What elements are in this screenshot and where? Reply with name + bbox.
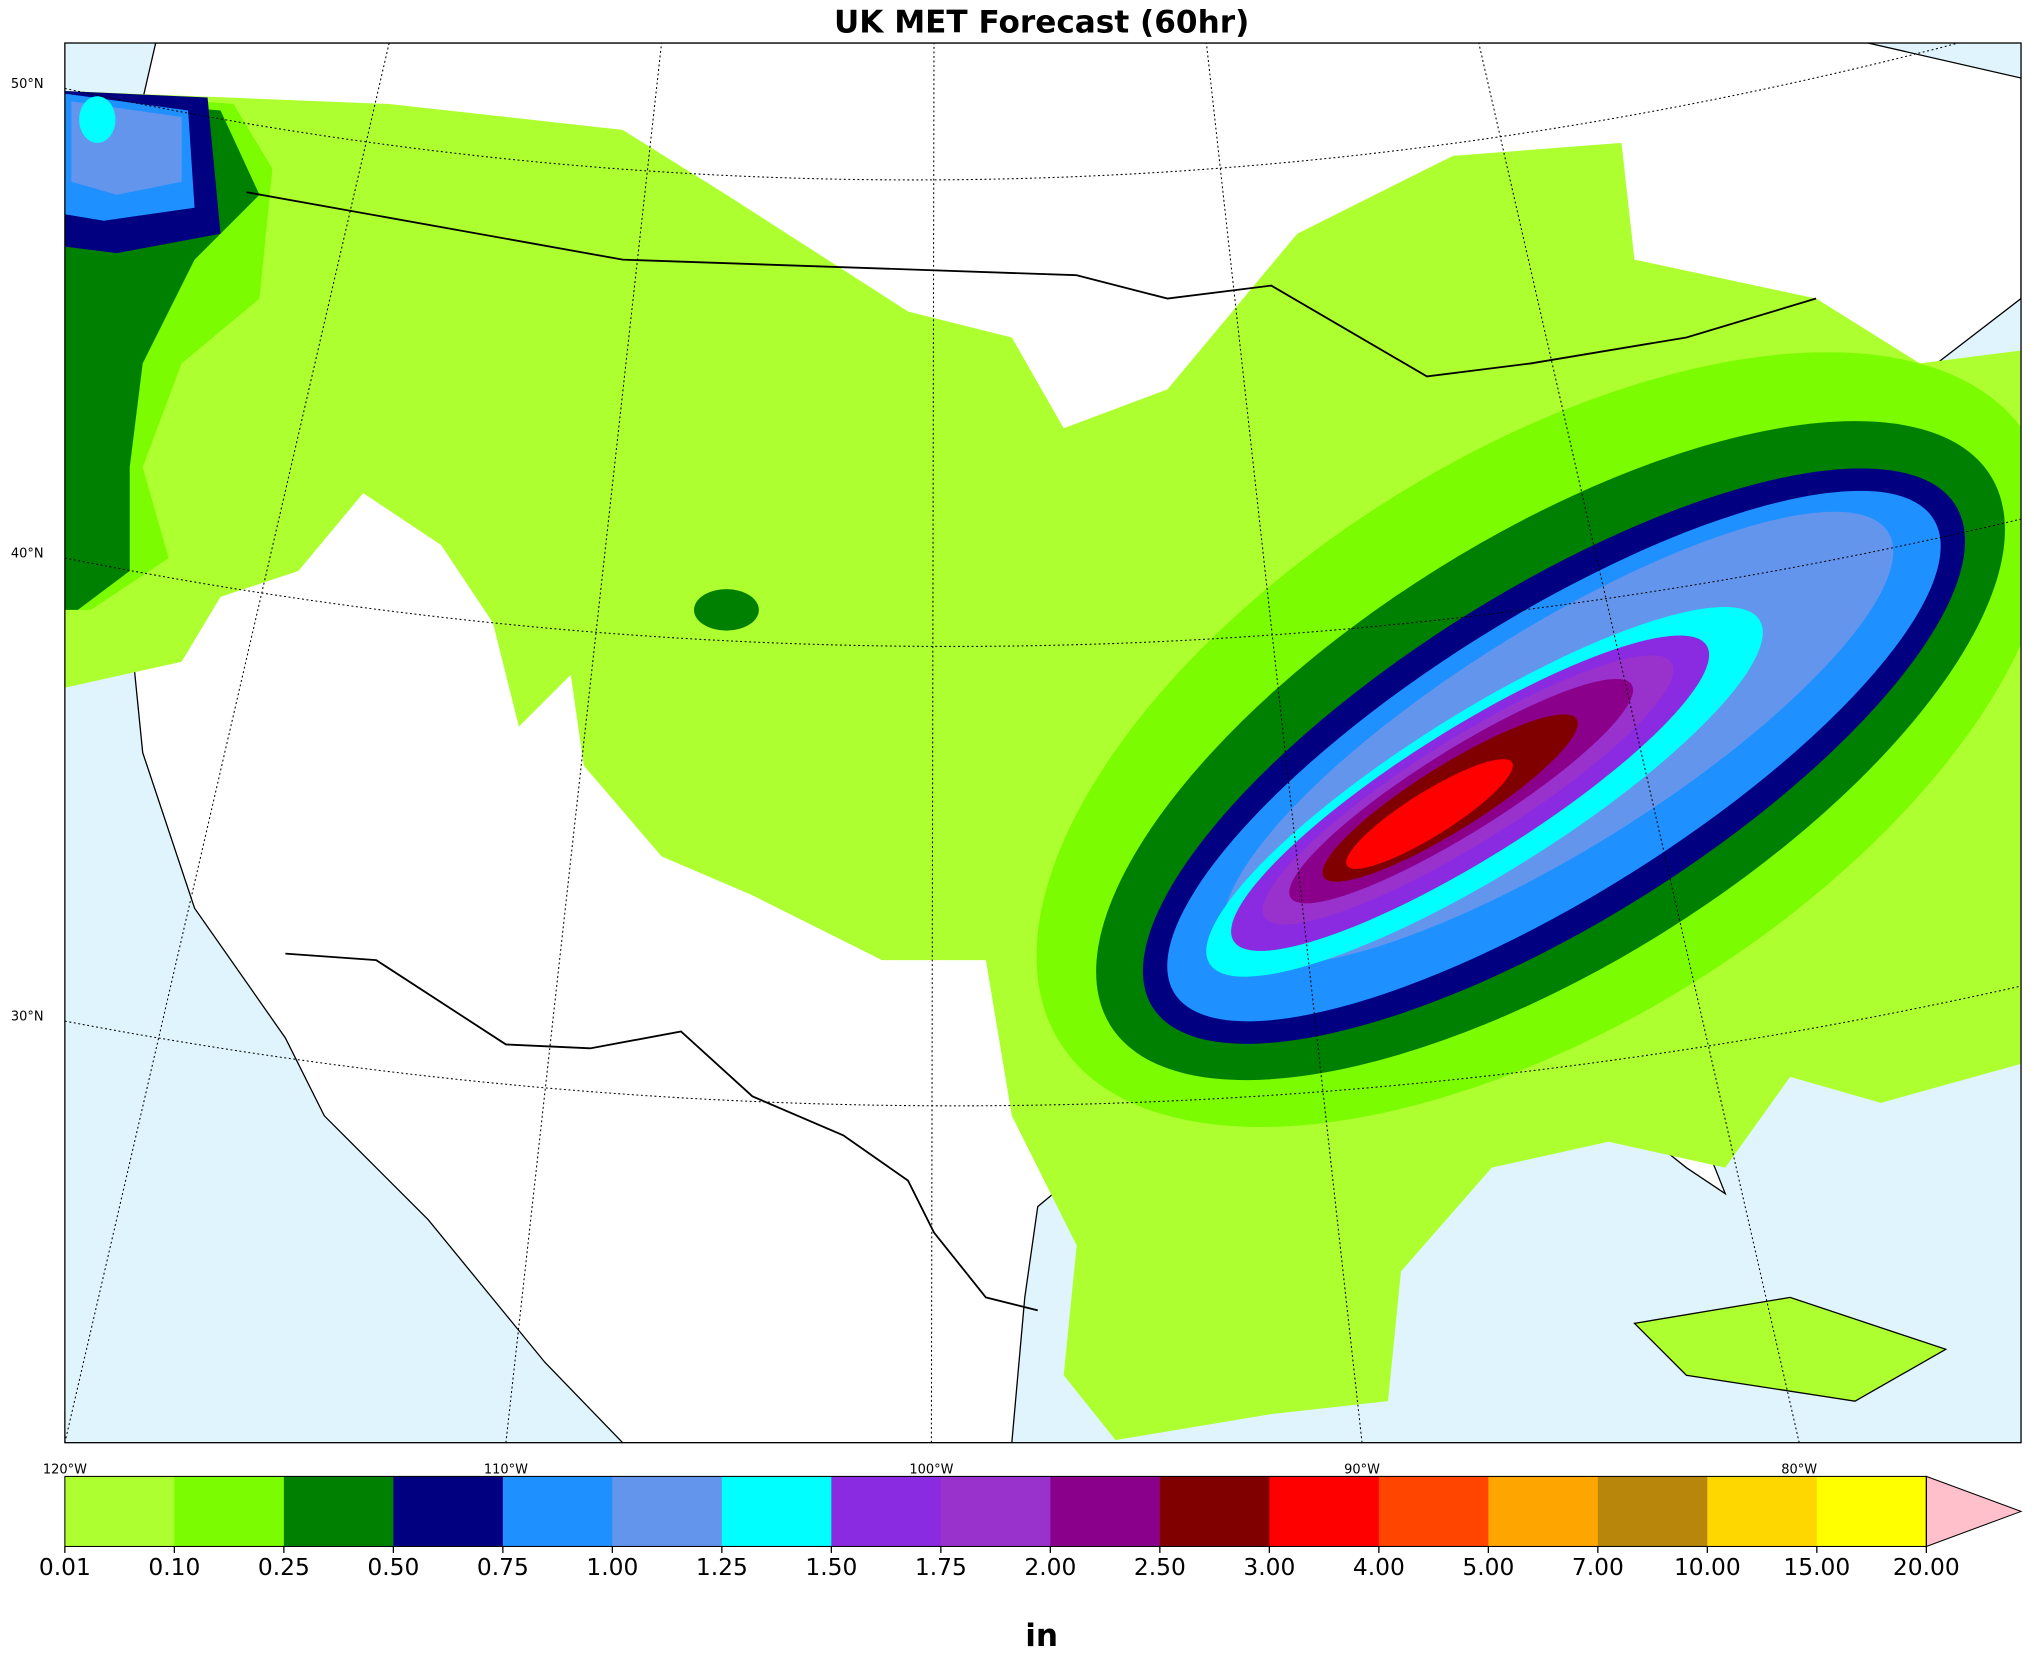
colorbar-extend — [1925, 1475, 2023, 1548]
colorbar-tick-label: 0.50 — [367, 1553, 419, 1581]
colorbar-tick-label: 4.00 — [1353, 1553, 1405, 1581]
precip-area — [1346, 759, 1513, 869]
colorbar-tick-label: 20.00 — [1893, 1553, 1960, 1581]
lon-label: 120°W — [43, 1462, 87, 1477]
graticule — [1205, 43, 1363, 1443]
colorbar-tick-label: 5.00 — [1462, 1553, 1514, 1581]
colorbar-segment — [721, 1476, 832, 1547]
colorbar-segment — [1269, 1476, 1380, 1547]
border — [246, 191, 1817, 378]
lat-label: 50°N — [11, 77, 44, 92]
colorbar-tick-label: 10.00 — [1674, 1553, 1741, 1581]
graticule — [930, 43, 935, 1443]
colorbar-tick-label: 2.00 — [1024, 1553, 1076, 1581]
colorbar-tick-label: 0.75 — [477, 1553, 529, 1581]
colorbar-segment — [1159, 1476, 1270, 1547]
precip-area — [693, 589, 759, 631]
colorbar-segment — [1816, 1476, 1927, 1547]
colorbar-tick-label: 7.00 — [1572, 1553, 1624, 1581]
colorbar-segment — [940, 1476, 1051, 1547]
graticule — [505, 43, 663, 1443]
colorbar-tick-label: 3.00 — [1243, 1553, 1295, 1581]
precip-band — [1036, 352, 2022, 1127]
colorbar-segment — [174, 1476, 285, 1547]
colorbar-segment — [612, 1476, 723, 1547]
lat-label: 40°N — [11, 547, 44, 562]
colorbar-segment — [831, 1476, 942, 1547]
colorbar-tick-label: 0.01 — [39, 1553, 91, 1581]
colorbar-segment — [64, 1476, 176, 1547]
border — [285, 952, 1038, 1312]
graticule — [64, 43, 1961, 181]
lon-label: 100°W — [909, 1462, 953, 1477]
colorbar-tick-label: 1.50 — [805, 1553, 857, 1581]
graticule — [64, 43, 390, 1443]
precip-area — [79, 96, 116, 143]
colorbar-tick-label: 15.00 — [1783, 1553, 1850, 1581]
colorbar-label: in — [1025, 1618, 1058, 1654]
lat-label: 30°N — [11, 1010, 44, 1025]
colorbar-segment — [1707, 1476, 1818, 1547]
colorbar-tick-label: 1.25 — [696, 1553, 748, 1581]
colorbar-segment — [1597, 1476, 1708, 1547]
graticule — [1478, 43, 1800, 1443]
colorbar-segment — [393, 1476, 504, 1547]
colorbar-tick-label: 0.25 — [258, 1553, 310, 1581]
map — [64, 43, 2022, 1443]
colorbar-segment — [1378, 1476, 1489, 1547]
lon-label: 90°W — [1344, 1462, 1380, 1477]
colorbar-tick-label: 2.50 — [1134, 1553, 1186, 1581]
colorbar-frame — [64, 1475, 1927, 1547]
colorbar-segment — [502, 1476, 614, 1547]
colorbar-tick-label: 1.00 — [586, 1553, 638, 1581]
colorbar-tick-label: 1.75 — [915, 1553, 967, 1581]
map-frame — [64, 42, 2022, 1444]
lon-label: 80°W — [1781, 1462, 1817, 1477]
colorbar-segment — [283, 1476, 395, 1547]
colorbar-segment — [1050, 1476, 1161, 1547]
lon-label: 110°W — [484, 1462, 528, 1477]
cuba — [1633, 1296, 1948, 1402]
colorbar-tick-label: 0.10 — [148, 1553, 200, 1581]
map-title: UK MET Forecast (60hr) — [834, 5, 1249, 41]
colorbar-segment — [1488, 1476, 1599, 1547]
graticule — [64, 518, 2022, 647]
graticule — [64, 985, 2022, 1107]
